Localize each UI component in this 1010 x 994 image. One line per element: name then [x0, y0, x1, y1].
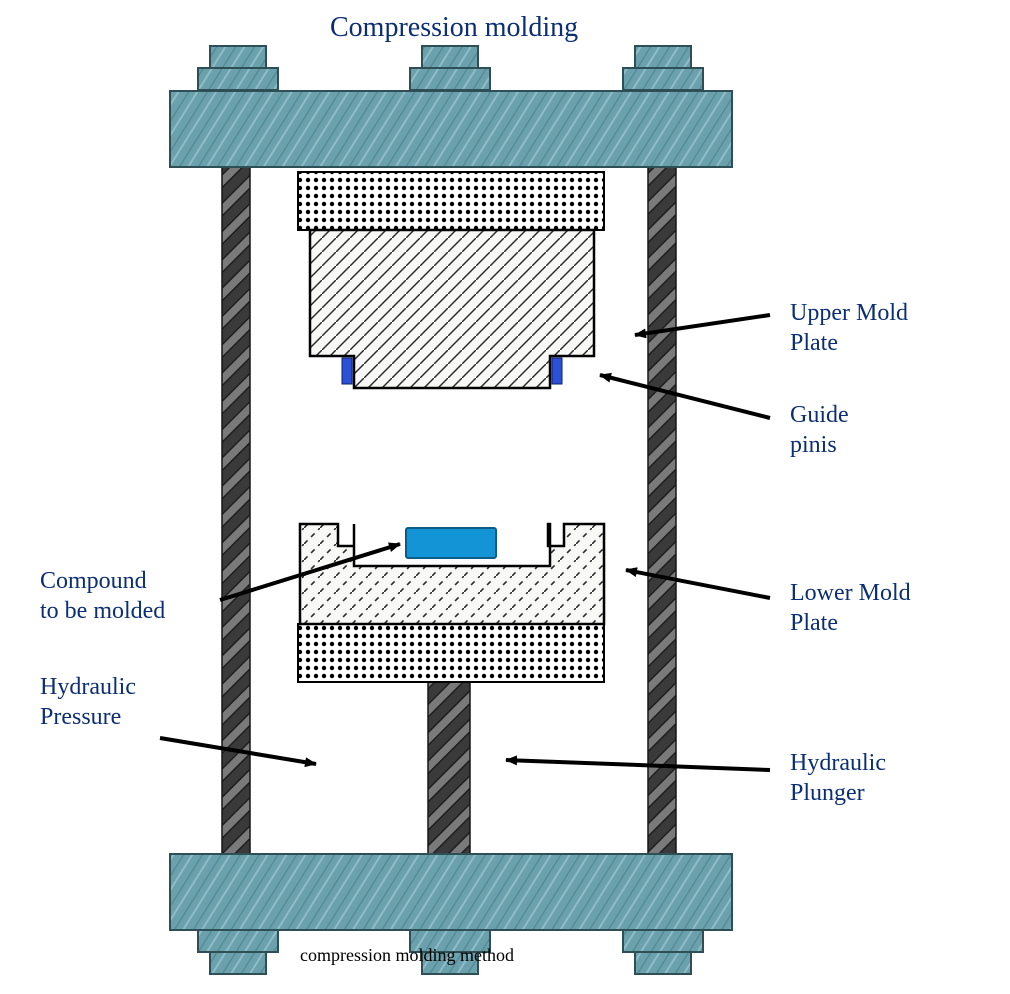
label-hydraulic-pressure: Hydraulic Pressure	[40, 672, 136, 732]
label-lower-mold-plate: Lower Mold Plate	[790, 578, 911, 638]
top-heater-platen	[298, 172, 604, 230]
label-compound: Compound to be molded	[40, 566, 165, 626]
label-upper-mold-plate: Upper Mold Plate	[790, 298, 908, 358]
bottom-washer-0	[198, 930, 278, 952]
upper-mold-plate	[310, 230, 594, 388]
guide-pin-left	[342, 358, 352, 384]
bottom-crosshead-beam	[170, 854, 732, 930]
label-guide-pins: Guide pinis	[790, 400, 849, 460]
top-crosshead-beam	[170, 91, 732, 167]
callout-arrow-1	[600, 375, 770, 418]
label-hydraulic-plunger: Hydraulic Plunger	[790, 748, 886, 808]
hydraulic-plunger	[428, 682, 470, 854]
bottom-washer-2	[623, 930, 703, 952]
right-guide-post	[648, 167, 676, 854]
top-washer-0	[198, 68, 278, 90]
top-nut-2	[635, 46, 691, 68]
top-washer-1	[410, 68, 490, 90]
top-nut-1	[422, 46, 478, 68]
diagram-title: Compression molding	[330, 12, 578, 44]
compound-charge	[406, 528, 496, 558]
top-nut-0	[210, 46, 266, 68]
diagram-caption: compression molding method	[300, 945, 514, 966]
bottom-nut-2	[635, 952, 691, 974]
diagram-canvas: Compression molding compression molding …	[0, 0, 1010, 994]
callout-arrow-3	[506, 760, 770, 770]
diagram-svg	[0, 0, 1010, 994]
bottom-nut-0	[210, 952, 266, 974]
guide-pin-right	[552, 358, 562, 384]
bottom-heater-platen	[298, 624, 604, 682]
top-washer-2	[623, 68, 703, 90]
